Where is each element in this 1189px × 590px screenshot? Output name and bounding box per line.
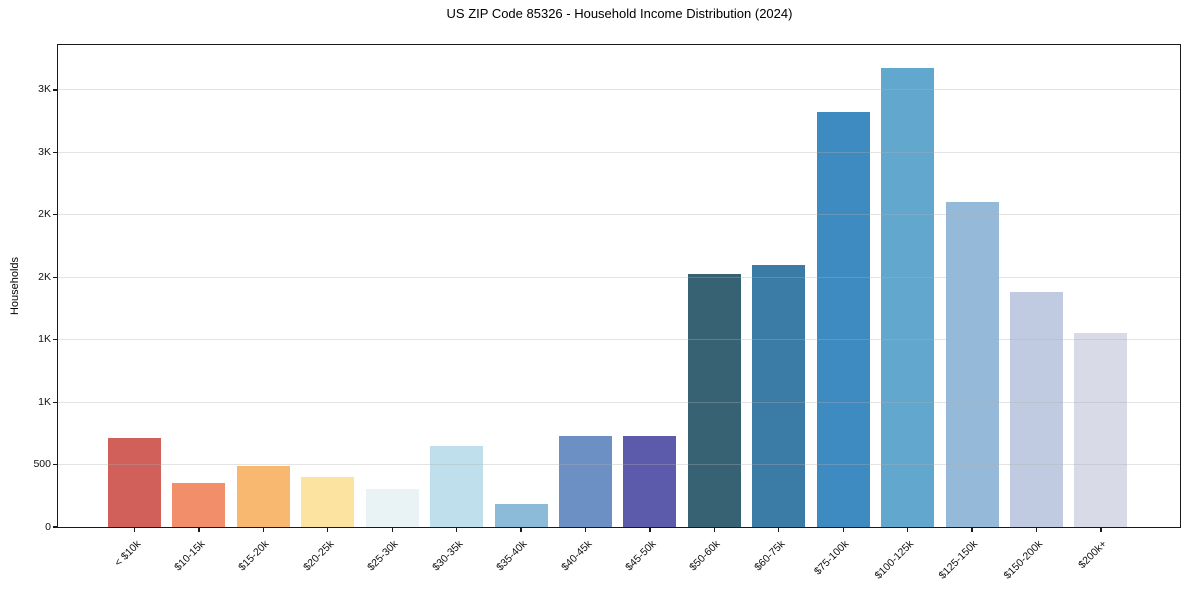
x-tick-mark xyxy=(133,528,136,532)
x-tick-label: $150-200k xyxy=(1001,538,1046,582)
bar xyxy=(172,482,226,527)
bar xyxy=(623,435,677,527)
bar xyxy=(430,445,484,527)
bar xyxy=(945,202,999,527)
x-tick-mark xyxy=(971,528,973,532)
y-tick-label: 2K xyxy=(38,208,51,221)
y-tick-label: 1K xyxy=(38,395,51,408)
bar xyxy=(236,465,290,527)
x-tick-label: $125-150k xyxy=(937,538,981,582)
bar xyxy=(816,112,870,527)
gridline xyxy=(58,214,1181,216)
bar xyxy=(1074,333,1128,527)
x-tick-mark xyxy=(327,528,329,532)
x-tick-mark xyxy=(842,528,844,532)
y-tick-label: 3K xyxy=(38,145,51,158)
x-tick-label: < $10k xyxy=(111,538,143,569)
y-tick-mark xyxy=(53,89,57,91)
bar xyxy=(301,477,355,527)
y-tick-label: 3K xyxy=(38,83,51,96)
x-tick-label: $35-40k xyxy=(494,538,530,574)
x-tick-mark xyxy=(391,528,393,532)
bar xyxy=(687,274,741,527)
y-tick-label: 500 xyxy=(33,458,51,471)
x-tick-label: $30-35k xyxy=(429,538,466,574)
x-tick-mark xyxy=(262,528,264,532)
x-tick-mark xyxy=(907,528,909,532)
x-tick-label: $10-15k xyxy=(172,538,208,574)
x-tick-label: $40-45k xyxy=(558,538,595,574)
x-tick-label: $20-25k xyxy=(300,538,337,574)
gridline xyxy=(58,89,1181,91)
x-tick-mark xyxy=(713,528,715,532)
y-tick-mark xyxy=(53,526,57,528)
x-tick-label: $60-75k xyxy=(751,538,788,574)
x-tick-mark xyxy=(1100,528,1102,532)
x-tick-mark xyxy=(649,528,651,532)
x-tick-mark xyxy=(520,528,522,532)
x-tick-mark xyxy=(198,528,200,532)
y-tick-mark xyxy=(53,463,57,466)
bar xyxy=(752,264,806,527)
x-tick-mark xyxy=(778,528,780,532)
bar xyxy=(108,438,161,527)
y-axis-label: Households xyxy=(9,256,21,316)
gridline xyxy=(58,276,1181,278)
bar xyxy=(1010,291,1064,527)
x-tick-label: $200k+ xyxy=(1076,538,1110,572)
chart-title: US ZIP Code 85326 - Household Income Dis… xyxy=(446,6,793,21)
gridline xyxy=(58,151,1181,153)
x-tick-label: $75-100k xyxy=(812,538,852,578)
bar xyxy=(494,503,548,527)
y-tick-mark xyxy=(53,339,57,341)
bar xyxy=(881,68,935,527)
y-tick-mark xyxy=(53,151,57,153)
x-tick-label: $25-30k xyxy=(365,538,401,574)
y-tick-label: 0 xyxy=(45,520,51,533)
x-tick-label: $50-60k xyxy=(687,538,723,574)
bar xyxy=(365,488,419,527)
x-tick-mark xyxy=(456,528,458,532)
x-tick-label: $45-50k xyxy=(623,538,659,574)
bar xyxy=(559,436,612,527)
y-tick-mark xyxy=(53,214,57,216)
x-tick-mark xyxy=(1035,528,1038,532)
y-tick-mark xyxy=(53,276,57,278)
y-tick-mark xyxy=(53,401,57,403)
y-tick-label: 2K xyxy=(38,270,51,283)
x-tick-label: $15-20k xyxy=(236,538,272,574)
y-tick-label: 1K xyxy=(38,333,51,346)
x-tick-label: $100-125k xyxy=(872,538,917,582)
x-tick-mark xyxy=(584,528,587,532)
